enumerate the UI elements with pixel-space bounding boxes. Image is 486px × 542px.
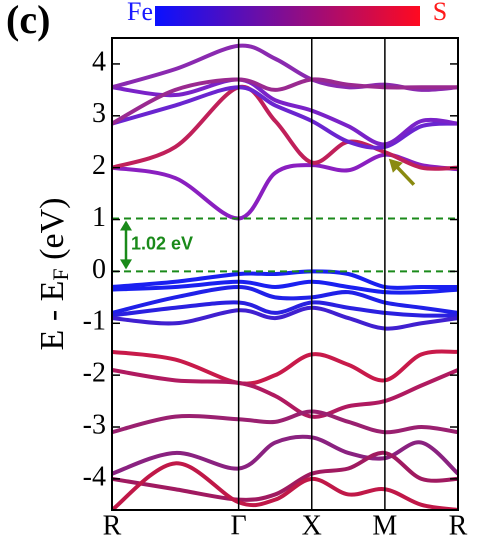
colorbar — [155, 6, 420, 26]
pointer-arrow-head — [388, 158, 403, 173]
gap-annotation: 1.02 eV — [131, 234, 193, 254]
band — [112, 84, 458, 171]
plot-frame — [111, 37, 459, 511]
y-tick-label: 4 — [92, 46, 106, 77]
colorbar-label: S — [433, 0, 447, 26]
y-tick-label: 3 — [92, 98, 106, 129]
y-tick-label: -2 — [83, 358, 106, 389]
x-tick-label: R — [103, 510, 122, 541]
band — [112, 152, 458, 221]
pointer-arrow — [393, 163, 416, 186]
y-tick-label: -4 — [83, 461, 106, 492]
y-tick-label: 0 — [92, 254, 106, 285]
y-label-part: (eV) — [34, 198, 71, 269]
y-label-part: E - E — [34, 281, 71, 351]
band — [112, 461, 458, 510]
x-tick-label: R — [449, 510, 468, 541]
panel-label: (c) — [6, 0, 50, 42]
y-tick-label: -3 — [83, 409, 106, 440]
x-tick-label: X — [302, 510, 322, 541]
y-tick-label: 1 — [92, 202, 106, 233]
y-axis-label: E - EF (eV) — [34, 198, 73, 351]
y-label-sub: F — [48, 268, 73, 280]
x-tick-label: M — [372, 510, 397, 541]
band — [112, 409, 458, 435]
y-tick-label: 2 — [92, 150, 106, 181]
band — [112, 367, 458, 419]
band — [112, 43, 458, 92]
colorbar-label: Fe — [127, 0, 153, 26]
bands — [112, 43, 458, 510]
x-tick-label: Γ — [231, 510, 247, 541]
y-tick-label: -1 — [83, 306, 106, 337]
gap-arrow-head — [120, 220, 132, 270]
